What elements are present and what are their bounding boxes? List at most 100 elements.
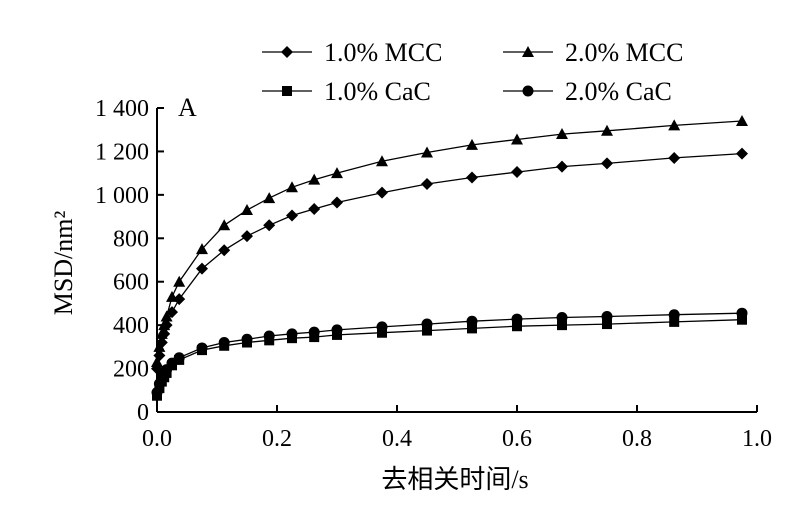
- data-point: [173, 275, 186, 287]
- series-circle: [151, 307, 748, 398]
- data-point: [601, 310, 613, 322]
- data-point: [511, 313, 523, 325]
- x-tick-label: 0.6: [502, 426, 532, 452]
- legend-item: 2.0% CaC: [503, 77, 672, 106]
- data-point: [308, 326, 320, 338]
- x-axis-title: 去相关时间/s: [381, 465, 528, 494]
- y-tick-label: 0: [137, 400, 149, 426]
- data-point: [173, 293, 186, 306]
- legend-label: 1.0% MCC: [324, 38, 442, 67]
- series-triangle: [151, 115, 748, 368]
- data-point: [421, 178, 433, 190]
- legend-label: 2.0% CaC: [565, 77, 672, 106]
- data-point: [421, 318, 433, 330]
- data-point: [376, 155, 388, 167]
- legend-label: 1.0% CaC: [324, 77, 431, 106]
- data-point: [512, 321, 522, 332]
- legend-marker: [522, 46, 534, 57]
- data-point: [466, 315, 478, 327]
- data-point: [166, 290, 178, 302]
- data-point: [286, 209, 298, 222]
- data-point: [160, 310, 173, 322]
- data-point: [308, 173, 321, 185]
- data-point: [331, 324, 343, 336]
- series-line: [156, 312, 743, 393]
- data-point: [556, 312, 568, 324]
- data-point: [466, 138, 478, 150]
- series-square: [152, 314, 747, 401]
- data-point: [737, 314, 747, 325]
- data-point: [331, 196, 343, 209]
- data-point: [466, 171, 478, 184]
- data-point: [736, 307, 748, 319]
- x-ticks: 0.0 0.2 0.4 0.6 0.8 1.0: [142, 405, 772, 452]
- legend-marker: [522, 85, 534, 97]
- data-point: [173, 352, 185, 364]
- data-point: [602, 319, 612, 330]
- data-point: [241, 204, 253, 216]
- data-point: [241, 333, 253, 345]
- y-tick-label: 400: [113, 313, 149, 339]
- x-tick-label: 0.0: [142, 426, 172, 452]
- series-layer: [151, 115, 748, 401]
- data-point: [421, 146, 433, 158]
- legend-item: 2.0% MCC: [503, 38, 683, 67]
- data-point: [263, 192, 276, 204]
- data-point: [668, 119, 681, 131]
- data-point: [556, 160, 568, 173]
- data-point: [196, 243, 208, 255]
- data-point: [601, 157, 613, 170]
- data-point: [263, 330, 275, 342]
- data-point: [511, 166, 523, 179]
- panel-label: A: [178, 93, 197, 122]
- legend: 1.0% MCC 2.0% MCC 1.0% CaC 2.0% CaC: [262, 38, 683, 106]
- y-axis-title: MSD/nm²: [49, 211, 78, 316]
- y-tick-label: 800: [113, 226, 149, 252]
- data-point: [155, 327, 168, 339]
- y-tick-label: 600: [113, 270, 149, 296]
- data-point: [377, 327, 387, 338]
- y-ticks: 0 200 400 600 800 1 000 1 200 1 400: [95, 96, 164, 426]
- data-point: [218, 244, 231, 257]
- data-point: [422, 325, 432, 336]
- data-point: [557, 320, 567, 331]
- data-point: [511, 133, 523, 145]
- data-point: [286, 181, 298, 193]
- x-tick-label: 0.4: [382, 426, 412, 452]
- y-tick-label: 1 400: [95, 96, 149, 122]
- data-point: [286, 328, 298, 340]
- data-point: [263, 219, 276, 232]
- data-point: [556, 128, 568, 140]
- data-point: [736, 147, 748, 160]
- data-point: [668, 151, 681, 164]
- data-point: [308, 202, 321, 215]
- data-point: [467, 323, 477, 334]
- legend-label: 2.0% MCC: [565, 38, 683, 67]
- x-tick-label: 0.8: [622, 426, 652, 452]
- data-point: [158, 319, 171, 331]
- legend-marker: [281, 46, 293, 58]
- x-tick-label: 0.2: [262, 426, 292, 452]
- y-tick-label: 1 000: [95, 183, 149, 209]
- data-point: [196, 262, 208, 275]
- data-point: [196, 342, 208, 354]
- data-point: [376, 186, 388, 199]
- data-point: [669, 316, 680, 327]
- data-point: [668, 309, 680, 321]
- data-point: [376, 321, 388, 333]
- legend-item: 1.0% CaC: [262, 77, 431, 106]
- series-line: [156, 319, 743, 396]
- legend-item: 1.0% MCC: [262, 38, 442, 67]
- data-point: [736, 115, 748, 127]
- data-point: [331, 167, 343, 179]
- data-point: [241, 230, 253, 243]
- data-point: [218, 337, 230, 349]
- y-tick-label: 1 200: [95, 139, 149, 165]
- data-point: [218, 219, 231, 231]
- x-tick-label: 1.0: [742, 426, 772, 452]
- data-point: [601, 124, 613, 136]
- legend-marker: [282, 86, 292, 96]
- y-tick-label: 200: [113, 357, 149, 383]
